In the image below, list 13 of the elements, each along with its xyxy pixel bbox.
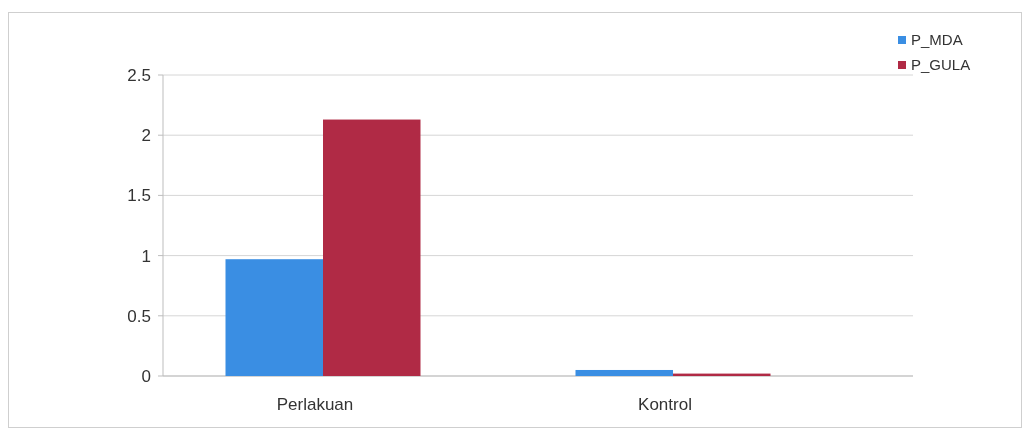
y-tick-label: 0 bbox=[141, 366, 151, 386]
y-tick-label: 1.5 bbox=[127, 186, 151, 206]
bar bbox=[225, 259, 323, 376]
y-tick-label: 2 bbox=[141, 126, 151, 146]
bar bbox=[323, 119, 421, 376]
x-tick-label: Kontrol bbox=[638, 395, 692, 414]
legend-label: P_MDA bbox=[911, 31, 963, 49]
bar bbox=[575, 369, 673, 376]
y-tick-label: 1 bbox=[141, 246, 151, 266]
y-tick-label: 0.5 bbox=[127, 306, 151, 326]
y-tick-label: 2.5 bbox=[127, 65, 151, 85]
x-tick-label: Perlakuan bbox=[276, 395, 354, 414]
legend-label: P_GULA bbox=[911, 56, 971, 74]
